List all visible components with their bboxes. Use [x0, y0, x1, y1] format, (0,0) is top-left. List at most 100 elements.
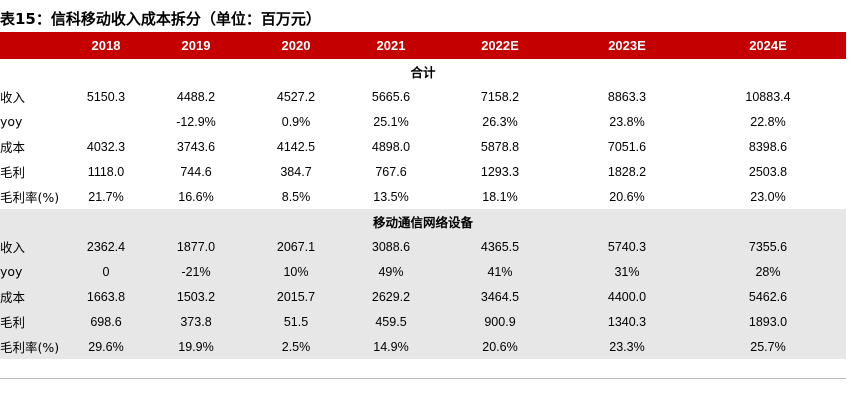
table-cell: 0.9%: [281, 114, 311, 129]
table-cell: 2362.4: [66, 234, 146, 259]
table-row: 收入 5150.3 4488.2 4527.2 5665.6 7158.2 8863.3 10…: [0, 84, 846, 109]
section-mobile-network-equipment: 移动通信网络设备 收入 2362.4 1877.0 2067.1 3088.6 4365.5…: [0, 209, 846, 359]
table-cell: 20.6%: [436, 334, 564, 359]
table-cell: 384.7: [280, 164, 312, 179]
column-header: 2021: [346, 32, 436, 59]
table-row: 毛利 1118.0 744.6 384.7 767.6 1293.3 1828.2 2503.…: [0, 159, 846, 184]
table-cell: 22.8%: [750, 114, 786, 129]
table-row: 毛利率(%) 21.7% 16.6% 8.5% 13.5% 18.1% 20.6% 23.0%: [0, 184, 846, 209]
table-cell: 10%: [246, 259, 346, 284]
table-cell: 1118.0: [87, 164, 125, 179]
table-cell: 900.9: [436, 309, 564, 334]
table-cell: 26.3%: [482, 114, 518, 129]
table-cell: 4527.2: [276, 89, 316, 104]
table-row: 成本 1663.8 1503.2 2015.7 2629.2 3464.5 4400.0 54…: [0, 284, 846, 309]
section-title: 合计: [410, 65, 436, 80]
column-header: 2022E: [436, 32, 564, 59]
row-label: 毛利率(%): [0, 334, 66, 359]
table-cell: 1828.2: [607, 164, 647, 179]
table-cell: -21%: [146, 259, 246, 284]
table-cell: 1340.3: [564, 309, 690, 334]
table-cell: 3464.5: [436, 284, 564, 309]
section-title: 移动通信网络设备: [0, 209, 846, 234]
section-total: 合计收入 5150.3 4488.2 4527.2 5665.6 7158.2 8863.3…: [0, 59, 846, 209]
table-cell: 4898.0: [371, 139, 411, 154]
table-bottom-rule: [0, 378, 846, 379]
row-label: 收入: [0, 234, 66, 259]
table-cell: 4365.5: [436, 234, 564, 259]
table-cell: 49%: [346, 259, 436, 284]
table-cell: 18.1%: [482, 189, 518, 204]
header-row: 2018 2019 2020 2021 2022E 2023E 2024E: [0, 32, 846, 59]
row-label: 收入: [0, 90, 26, 105]
table-cell: 4400.0: [564, 284, 690, 309]
table-cell: 4488.2: [176, 89, 216, 104]
table-cell: 5150.3: [86, 89, 126, 104]
table-cell: 767.6: [375, 164, 407, 179]
table-title: 表15：信科移动收入成本拆分（单位：百万元）: [0, 10, 321, 28]
table-cell: 744.6: [180, 164, 212, 179]
row-label: 成本: [0, 140, 26, 155]
table-cell: 7158.2: [480, 89, 520, 104]
table-row: 成本 4032.3 3743.6 4142.5 4898.0 5878.8 7051.6 83…: [0, 134, 846, 159]
table-cell: 14.9%: [346, 334, 436, 359]
row-label: yoy: [0, 259, 66, 284]
table-cell: 2.5%: [246, 334, 346, 359]
table-cell: 5462.6: [690, 284, 846, 309]
table-cell: 3743.6: [176, 139, 216, 154]
column-header: 2023E: [564, 32, 690, 59]
table-cell: 1663.8: [66, 284, 146, 309]
table-cell: 41%: [436, 259, 564, 284]
table-cell: 23.8%: [609, 114, 645, 129]
table-cell: 1293.3: [480, 164, 520, 179]
table-cell: 8.5%: [281, 189, 311, 204]
row-label: 毛利: [0, 165, 26, 180]
table-cell: 23.0%: [750, 189, 786, 204]
row-label: 毛利率(%): [0, 190, 60, 205]
column-header: 2020: [246, 32, 346, 59]
table-cell: 29.6%: [66, 334, 146, 359]
section-header-row: 合计: [0, 59, 846, 84]
table-cell: 5740.3: [564, 234, 690, 259]
table-cell: 10883.4: [745, 89, 791, 104]
table-cell: 16.6%: [178, 189, 214, 204]
table-row: 收入 2362.4 1877.0 2067.1 3088.6 4365.5 5740.3 73…: [0, 234, 846, 259]
column-header: 2024E: [690, 32, 846, 59]
table-cell: 5878.8: [480, 139, 520, 154]
table-row: yoy 0 -21% 10% 49% 41% 31% 28%: [0, 259, 846, 284]
column-header: 2018: [66, 32, 146, 59]
table-cell: 8863.3: [607, 89, 647, 104]
table-row: yoy -12.9% 0.9% 25.1% 26.3% 23.8% 22.8%: [0, 109, 846, 134]
table-cell: 20.6%: [609, 189, 645, 204]
table-row: 毛利 698.6 373.8 51.5 459.5 900.9 1340.3 1893.0: [0, 309, 846, 334]
table-cell: 25.7%: [690, 334, 846, 359]
table-cell: 2629.2: [346, 284, 436, 309]
section-header-row: 移动通信网络设备: [0, 209, 846, 234]
table-cell: 459.5: [346, 309, 436, 334]
table-cell: 2015.7: [246, 284, 346, 309]
column-header: [0, 32, 66, 59]
table-cell: 698.6: [66, 309, 146, 334]
table-cell: 31%: [564, 259, 690, 284]
table-cell: 23.3%: [564, 334, 690, 359]
table-cell: 8398.6: [748, 139, 788, 154]
revenue-cost-table: 2018 2019 2020 2021 2022E 2023E 2024E 合计…: [0, 32, 846, 359]
table-cell: 7051.6: [607, 139, 647, 154]
table-cell: 13.5%: [373, 189, 409, 204]
table-cell: 19.9%: [146, 334, 246, 359]
table-cell: 51.5: [246, 309, 346, 334]
table-cell: 373.8: [146, 309, 246, 334]
table-cell: 4032.3: [86, 139, 126, 154]
table-cell: -12.9%: [176, 114, 216, 129]
table-cell: [66, 109, 146, 134]
row-label: yoy: [0, 114, 23, 129]
table-cell: 5665.6: [371, 89, 411, 104]
table-cell: 2067.1: [246, 234, 346, 259]
table-cell: 28%: [690, 259, 846, 284]
table-row: 毛利率(%) 29.6% 19.9% 2.5% 14.9% 20.6% 23.3% 25.7%: [0, 334, 846, 359]
row-label: 成本: [0, 284, 66, 309]
table-cell: 3088.6: [346, 234, 436, 259]
table-cell: 0: [66, 259, 146, 284]
row-label: 毛利: [0, 309, 66, 334]
table-cell: 7355.6: [690, 234, 846, 259]
